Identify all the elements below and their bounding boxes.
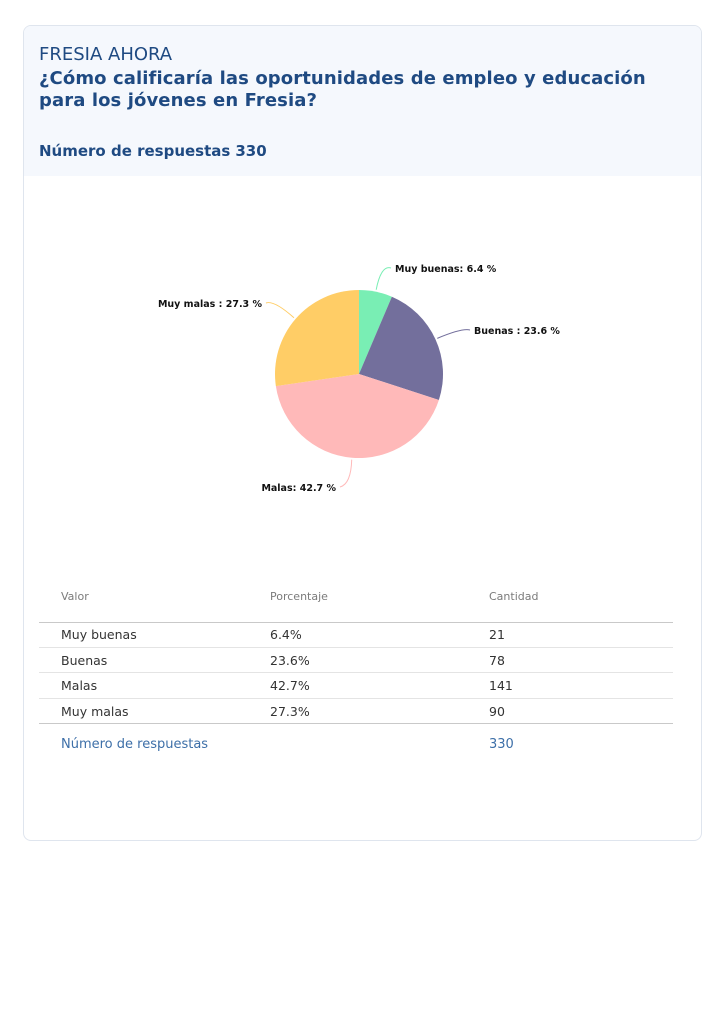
pie-slice-muy-buenas bbox=[359, 290, 392, 374]
leader-line bbox=[265, 302, 295, 319]
table-footer-divider bbox=[39, 723, 673, 724]
question-title: ¿Cómo calificaría las oportunidades de e… bbox=[39, 68, 646, 111]
total-value: 330 bbox=[489, 737, 514, 752]
table-cell-cantidad: 21 bbox=[489, 627, 505, 642]
table-header-divider bbox=[39, 622, 673, 623]
leader-line bbox=[375, 267, 392, 290]
table-row-divider bbox=[39, 647, 673, 648]
leader-line bbox=[339, 459, 353, 488]
table-row-divider bbox=[39, 698, 673, 699]
table-cell-valor: Buenas bbox=[61, 653, 108, 668]
table-cell-cantidad: 78 bbox=[489, 653, 505, 668]
slice-label: Muy buenas: 6.4 % bbox=[395, 264, 497, 275]
total-label: Número de respuestas bbox=[61, 737, 209, 752]
responses-count-heading: Número de respuestas 330 bbox=[39, 142, 267, 160]
table-row-divider bbox=[39, 672, 673, 673]
responses-count: 330 bbox=[235, 142, 267, 160]
leader-line bbox=[437, 329, 471, 339]
pie-chart: Muy buenas: 6.4 % Buenas : 23.6 % Malas: 4… bbox=[158, 264, 560, 494]
card-header: FRESIA AHORA ¿Cómo calificaría las oport… bbox=[24, 26, 701, 176]
column-header-valor: Valor bbox=[61, 590, 89, 603]
pie-slice-buenas bbox=[359, 296, 443, 400]
table-cell-valor: Muy buenas bbox=[61, 627, 137, 642]
table-cell-porcentaje: 42.7% bbox=[270, 678, 310, 693]
survey-card: FRESIA AHORA ¿Cómo calificaría las oport… bbox=[23, 25, 702, 841]
table-cell-porcentaje: 27.3% bbox=[270, 704, 310, 719]
slice-label: Muy malas : 27.3 % bbox=[158, 299, 263, 310]
table-cell-valor: Muy malas bbox=[61, 704, 129, 719]
pie-slice-malas bbox=[275, 374, 439, 458]
responses-label: Número de respuestas bbox=[39, 142, 231, 160]
slice-label: Malas: 42.7 % bbox=[261, 483, 336, 494]
table-cell-porcentaje: 23.6% bbox=[270, 653, 310, 668]
column-header-porcentaje: Porcentaje bbox=[270, 590, 328, 603]
table-cell-valor: Malas bbox=[61, 678, 98, 693]
table-cell-cantidad: 141 bbox=[489, 678, 513, 693]
brand-title: FRESIA AHORA bbox=[39, 44, 173, 65]
pie-slice-muy-malas bbox=[275, 290, 359, 387]
table-cell-porcentaje: 6.4% bbox=[270, 627, 302, 642]
table-cell-cantidad: 90 bbox=[489, 704, 505, 719]
slice-label: Buenas : 23.6 % bbox=[474, 326, 560, 337]
column-header-cantidad: Cantidad bbox=[489, 590, 539, 603]
